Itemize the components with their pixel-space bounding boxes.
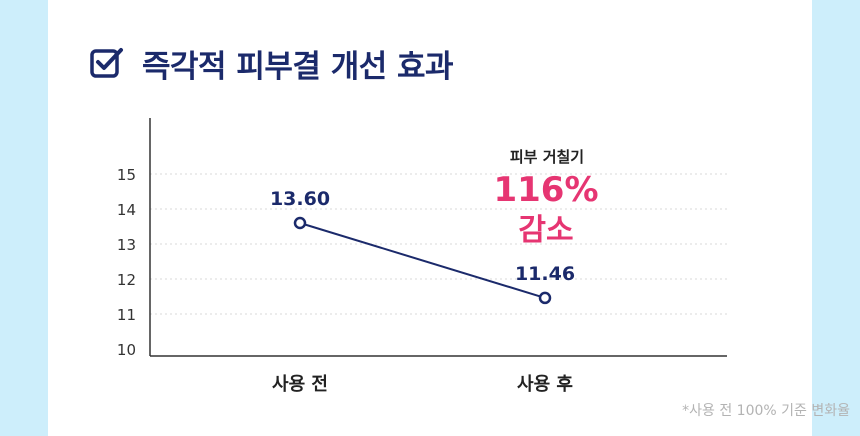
footnote: *사용 전 100% 기준 변화율 [682, 403, 850, 419]
annotation-label: 피부 거칠기 [510, 148, 584, 166]
series [293, 216, 552, 305]
y-tick-label: 13 [117, 236, 136, 254]
title-row: 즉각적 피부결 개선 효과 [90, 38, 454, 88]
annotation-suffix: 감소 [518, 213, 573, 248]
page-title: 즉각적 피부결 개선 효과 [142, 48, 454, 85]
chart-card: 즉각적 피부결 개선 효과 [48, 0, 812, 436]
y-tick-label: 10 [117, 341, 136, 359]
checkbox-checked-icon [90, 48, 123, 78]
x-tick-label: 사용 후 [517, 374, 573, 395]
y-tick-label: 11 [117, 306, 136, 324]
series-line [299, 222, 546, 299]
chart-axes [149, 118, 727, 357]
grid-lines [150, 173, 727, 315]
data-point [293, 216, 307, 230]
data-label: 13.60 [270, 188, 330, 210]
y-tick-labels: 10 11 12 13 14 15 [117, 166, 136, 359]
x-tick-labels: 사용 전 사용 후 [272, 374, 573, 395]
annotation-value: 116% [493, 170, 598, 210]
y-tick-label: 12 [117, 271, 136, 289]
y-tick-label: 14 [117, 201, 136, 219]
x-tick-label: 사용 전 [272, 374, 328, 395]
data-label: 11.46 [515, 263, 575, 285]
point-labels: 13.60 11.46 [270, 188, 575, 285]
y-tick-label: 15 [117, 166, 136, 184]
data-point [538, 291, 552, 305]
